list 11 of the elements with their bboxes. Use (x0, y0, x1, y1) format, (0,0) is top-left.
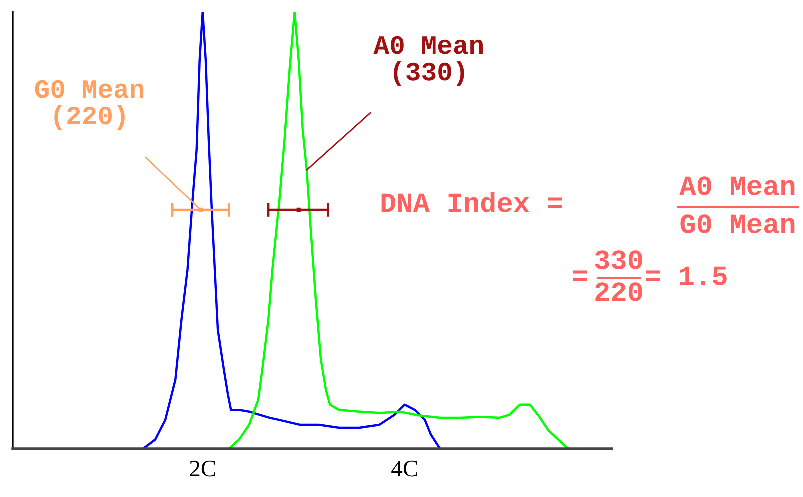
annotation: = (573, 270, 588, 282)
text: = 1.5 (646, 266, 727, 286)
x-tick-label: 4C (392, 460, 418, 477)
x-tick-label: 2C (190, 460, 216, 477)
annotation: 330 (595, 250, 642, 270)
text: G0 Mean (680, 214, 795, 234)
annotation: 220 (596, 282, 642, 302)
annotation: A0 Mean (330) (374, 36, 483, 86)
annotation: DNA Index = (382, 192, 562, 212)
annotation: G0 Mean (220) (35, 80, 144, 130)
text: A0 Mean (680, 176, 795, 196)
